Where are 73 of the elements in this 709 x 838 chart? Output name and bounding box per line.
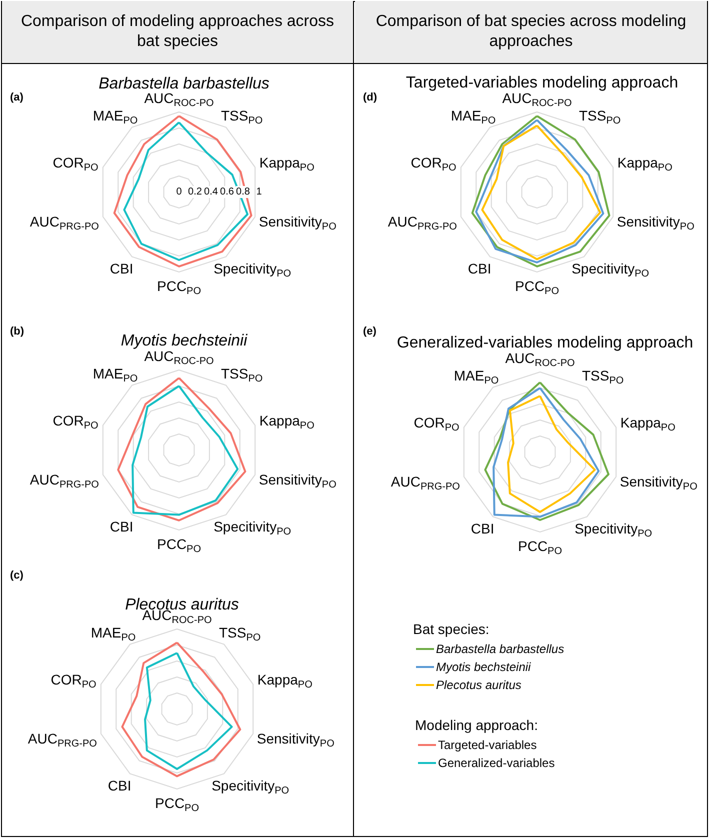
chart-title: Generalized-variables modeling approach — [396, 334, 694, 352]
spoke-label: AUC$_{ROC-PO}$ — [502, 90, 572, 109]
spoke-label: Kappa$_{PO}$ — [617, 154, 672, 174]
spoke-label: CBI — [110, 260, 134, 276]
spoke-label: PCC$_{PO}$ — [514, 278, 560, 297]
spoke-label: Sensitivity$_{PO}$ — [256, 730, 334, 750]
spoke-label: Specitivity$_{PO}$ — [212, 777, 290, 796]
spoke-label: Specitivity$_{PO}$ — [574, 520, 652, 540]
spoke-label: TSS$_{PO}$ — [220, 108, 263, 127]
y-tick-label: 0.2 — [188, 186, 202, 198]
spoke-label: AUC$_{ROC-PO}$ — [144, 348, 214, 367]
spoke-label: COR$_{PO}$ — [410, 154, 456, 174]
spoke-label: PCC$_{PO}$ — [156, 536, 202, 555]
spoke-label: CBI — [470, 520, 494, 536]
legend-label: Plecotus auritus — [436, 678, 522, 692]
legend-title: Bat species: — [413, 621, 490, 637]
spoke-label: Sensitivity$_{PO}$ — [258, 213, 336, 232]
spoke-label: COR$_{PO}$ — [414, 414, 460, 434]
legend-label: Targeted-variables — [438, 738, 537, 752]
spoke-label: MAE$_{PO}$ — [454, 368, 499, 387]
legend-label: Barbastella barbastellus — [436, 642, 564, 656]
spoke-label: AUC$_{PRG-PO}$ — [30, 213, 99, 232]
spoke-label: CBI — [468, 260, 492, 276]
y-tick-label: 0.8 — [236, 186, 250, 198]
spoke-label: COR$_{PO}$ — [50, 672, 96, 691]
text: (c) — [10, 570, 24, 582]
spoke-label: COR$_{PO}$ — [52, 154, 98, 174]
spoke-label: COR$_{PO}$ — [52, 412, 98, 432]
text: Comparison of bat species across modeling approaches — [355, 1, 707, 63]
spoke-label: PCC$_{PO}$ — [156, 278, 202, 297]
spoke-label: CBI — [108, 777, 132, 794]
spoke-label: CBI — [110, 518, 134, 534]
spoke-label: AUC$_{ROC-PO}$ — [505, 350, 575, 369]
spoke-label: MAE$_{PO}$ — [90, 624, 136, 644]
chart-title: Barbastella barbastellus — [98, 76, 270, 92]
spoke-label: PCC$_{PO}$ — [154, 795, 200, 814]
spoke-label: MAE$_{PO}$ — [450, 108, 496, 127]
spoke-label: PCC$_{PO}$ — [518, 538, 562, 557]
legend-label: Generalized-variables — [438, 756, 555, 770]
spoke-label: Kappa$_{PO}$ — [257, 672, 312, 691]
spoke-label: AUC$_{ROC-PO}$ — [144, 90, 214, 109]
y-tick-label: 1 — [256, 186, 262, 198]
spoke-label: Sensitivity$_{PO}$ — [258, 471, 336, 490]
text: (e) — [363, 326, 377, 338]
spoke-label: TSS$_{PO}$ — [582, 368, 624, 387]
text: (b) — [10, 326, 24, 338]
spoke-label: Kappa$_{PO}$ — [259, 412, 314, 432]
spoke-label: AUC$_{PRG-PO}$ — [390, 473, 460, 492]
text: (d) — [363, 92, 378, 104]
spoke-label: MAE$_{PO}$ — [92, 366, 138, 385]
spoke-label: MAE$_{PO}$ — [92, 108, 138, 127]
spoke-label: Kappa$_{PO}$ — [620, 414, 676, 434]
spoke-label: Specitivity$_{PO}$ — [572, 260, 650, 280]
spoke-label: Specitivity$_{PO}$ — [214, 518, 292, 538]
text: (a) — [10, 92, 24, 104]
legend-label: Myotis bechsteinii — [436, 660, 532, 674]
spoke-label: TSS$_{PO}$ — [218, 624, 261, 644]
y-tick-label: 0.6 — [220, 186, 234, 198]
spoke-label: Kappa$_{PO}$ — [259, 154, 314, 174]
y-tick-label: 0.4 — [204, 186, 218, 198]
spoke-label: TSS$_{PO}$ — [220, 366, 263, 385]
spoke-label: AUC$_{PRG-PO}$ — [30, 471, 99, 490]
legend-title: Modeling approach: — [415, 717, 538, 733]
spoke-label: AUC$_{PRG-PO}$ — [28, 730, 97, 750]
y-tick-label: 0 — [176, 186, 182, 198]
text: Comparison of modeling approaches across bat species — [2, 1, 353, 63]
chart-title: Myotis bechsteinii — [120, 332, 248, 350]
spoke-label: TSS$_{PO}$ — [578, 108, 621, 127]
spoke-label: Specitivity$_{PO}$ — [214, 260, 292, 280]
spoke-label: AUC$_{PRG-PO}$ — [388, 213, 457, 232]
spoke-label: Sensitivity$_{PO}$ — [616, 213, 694, 232]
chart-title: Targeted-variables modeling approach — [406, 74, 678, 92]
spoke-label: Sensitivity$_{PO}$ — [620, 473, 698, 492]
